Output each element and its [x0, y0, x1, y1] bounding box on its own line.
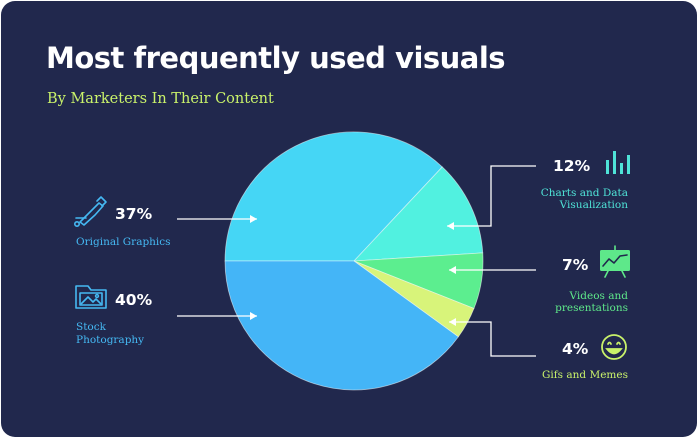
- legend-original-graphics: 37% Original Graphics: [74, 196, 171, 248]
- connector-stock-photography-arrowhead: [250, 312, 257, 320]
- slice-label-charts-line-1: Charts and Data: [541, 187, 628, 199]
- pie-slice-stock-photography: [224, 260, 459, 391]
- pie-slice-original-graphics: [224, 131, 443, 262]
- presentation-board-icon: [600, 245, 630, 278]
- connector-charts: [447, 165, 536, 227]
- slice-label-videos-line-1: Videos and: [569, 290, 629, 302]
- connector-original-graphics-arrowhead: [250, 215, 257, 223]
- slice-label-gifs: Gifs and Memes: [542, 369, 628, 381]
- slice-label-stock-line-2: Photography: [76, 334, 144, 346]
- legend-videos-presentations: 7% Videos and presentations: [555, 245, 630, 314]
- pie-slices: [224, 131, 484, 391]
- pct-label-original-graphics: 37%: [115, 205, 153, 223]
- pie-slice-charts-data-visualization: [353, 166, 484, 262]
- chart-title: Most frequently used visuals: [46, 41, 506, 75]
- slice-label-stock-line-1: Stock: [76, 321, 107, 333]
- connector-gifs-arrowhead: [449, 318, 456, 326]
- connector-videos-arrowhead: [449, 266, 456, 274]
- legend-charts-data-visualization: 12% Charts and Data Visualization: [541, 151, 630, 211]
- slice-label-videos-line-2: presentations: [555, 302, 628, 314]
- slice-label-original-graphics: Original Graphics: [76, 236, 171, 248]
- pct-label-stock-photography: 40%: [115, 291, 153, 309]
- bar-chart-icon: [606, 151, 630, 174]
- slice-label-charts-line-2: Visualization: [559, 199, 629, 211]
- smiley-icon: [601, 334, 627, 360]
- legend-gifs-memes: 4% Gifs and Memes: [542, 334, 628, 381]
- pct-label-videos: 7%: [562, 256, 589, 274]
- chart-subtitle: By Marketers In Their Content: [47, 91, 274, 107]
- pct-label-charts: 12%: [553, 157, 591, 175]
- connector-charts-arrowhead: [447, 222, 454, 230]
- photo-folder-icon: [75, 285, 107, 309]
- legend-stock-photography: 40% Stock Photography: [75, 285, 153, 346]
- pct-label-gifs: 4%: [562, 340, 589, 358]
- connector-lines: [177, 165, 536, 357]
- pen-tool-icon: [74, 196, 107, 228]
- connector-gifs: [449, 321, 536, 357]
